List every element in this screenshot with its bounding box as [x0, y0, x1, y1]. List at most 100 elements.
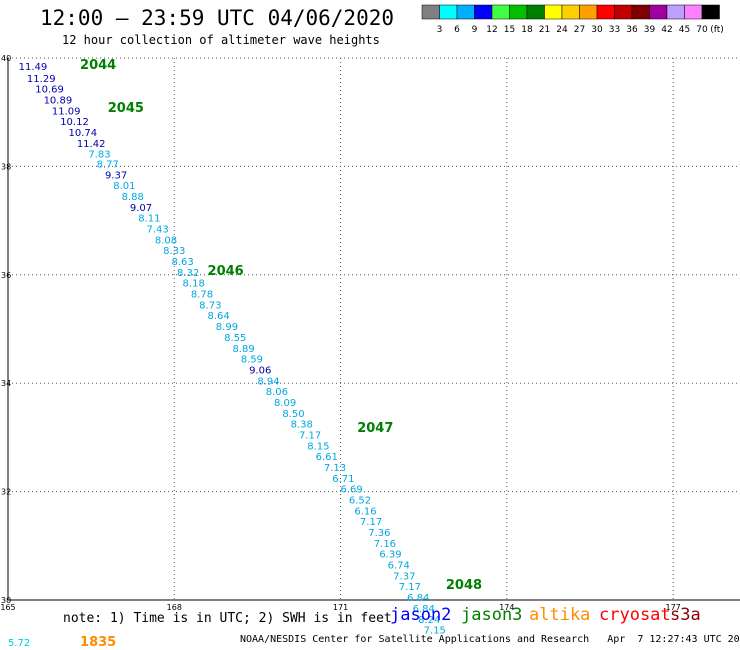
y-tick-label: 40	[1, 54, 11, 63]
scale-label: 39	[644, 25, 656, 35]
scale-label: 70	[696, 25, 708, 35]
wave-height-point: 6.69	[341, 485, 363, 496]
wave-height-point: 6.71	[332, 474, 354, 485]
scale-label: 30	[591, 25, 603, 35]
wave-height-point: 7.37	[393, 571, 415, 582]
chart-subtitle: 12 hour collection of altimeter wave hei…	[62, 33, 380, 47]
y-tick-label: 34	[1, 379, 11, 388]
wave-height-point: 7.17	[360, 517, 382, 528]
satellite-altika: altika	[529, 605, 591, 625]
scale-label: 3	[437, 25, 443, 35]
wave-height-point: 7.36	[368, 528, 390, 539]
pass-time-label: 2044	[80, 58, 116, 73]
satellite-s3a: s3a	[670, 605, 701, 625]
wave-height-point: 7.43	[147, 225, 169, 236]
wave-height-point: 8.38	[291, 420, 313, 431]
scale-label: 33	[609, 25, 620, 35]
wave-height-point: 8.15	[307, 441, 329, 452]
scale-label: 42	[661, 25, 672, 35]
scale-label: 6	[454, 25, 460, 35]
wave-height-point: 8.09	[274, 398, 296, 409]
x-tick-label: 171	[333, 603, 348, 612]
y-tick-label: 36	[1, 271, 11, 280]
scale-label: 36	[626, 25, 638, 35]
scale-label: 9	[472, 25, 478, 35]
note-text: note: 1) Time is in UTC; 2) SWH is in fe…	[63, 611, 392, 626]
wave-height-point: 9.37	[105, 170, 127, 181]
wave-height-point: 8.01	[113, 181, 135, 192]
pass-time-label: 2046	[208, 264, 244, 279]
wave-height-point: 10.89	[44, 96, 73, 107]
wave-height-point: 7.17	[299, 430, 321, 441]
wave-height-point: 8.08	[155, 235, 177, 246]
scale-label: 45	[679, 25, 690, 35]
wave-height-point: 6.84	[413, 604, 435, 615]
wave-height-point: 8.64	[207, 311, 229, 322]
scale-label: 18	[521, 25, 533, 35]
scale-unit: (ft)	[710, 25, 724, 35]
wave-height-point: 8.33	[163, 246, 185, 257]
color-scale-legend: 3 6 9 12 15 18 21 24 27 30 33 36 39 42 45 70 (ft)	[421, 4, 724, 35]
wave-height-point: 8.63	[171, 257, 193, 268]
wave-height-point: 7.16	[374, 539, 396, 550]
wave-height-point: 8.89	[232, 344, 254, 355]
x-tick-label: 177	[666, 603, 681, 612]
wave-height-point: 8.88	[122, 192, 144, 203]
pass-time-label: 2047	[357, 421, 393, 436]
wave-height-point: 8.59	[241, 355, 263, 366]
wave-height-point: 11.29	[27, 74, 56, 85]
scale-label: 12	[486, 25, 497, 35]
wave-height-point: 11.42	[77, 139, 106, 150]
wave-height-point: 8.32	[177, 268, 199, 279]
wave-height-point: 10.12	[60, 117, 89, 128]
wave-height-point: 10.69	[35, 85, 64, 96]
wave-height-point: 6.52	[349, 496, 371, 507]
wave-height-point: 8.99	[216, 322, 238, 333]
y-tick-label: 38	[1, 162, 11, 171]
satellite-jason3: jason3	[461, 605, 523, 625]
scale-label: 27	[574, 25, 585, 35]
scale-label: 21	[539, 25, 550, 35]
x-tick-label: 168	[167, 603, 182, 612]
y-tick-label: 32	[1, 488, 11, 497]
satellite-jason2: jason2	[390, 605, 452, 625]
wave-height-point: 9.07	[130, 203, 152, 214]
credit-text: NOAA/NESDIS Center for Satellite Applica…	[240, 634, 740, 645]
chart-title: 12:00 — 23:59 UTC 04/06/2020	[40, 6, 395, 30]
wave-height-point: 10.74	[69, 128, 98, 139]
wave-height-point: 6.16	[354, 506, 376, 517]
wave-height-point: 11.49	[19, 62, 48, 73]
wave-height-point: 8.77	[97, 159, 119, 170]
wave-height-point: 8.78	[191, 290, 213, 301]
wave-height-point: 6.61	[316, 452, 338, 463]
x-tick-label: 165	[0, 603, 15, 612]
wave-height-point: 9.06	[249, 365, 271, 376]
wave-height-point: 8.55	[224, 333, 246, 344]
wave-height-point: 8.50	[282, 409, 304, 420]
satellite-cryosat: cryosat	[599, 605, 671, 625]
wave-height-point: 8.06	[266, 387, 288, 398]
x-tick-label: 174	[499, 603, 514, 612]
wave-height-point: 6.74	[388, 561, 410, 572]
wave-height-point: 8.73	[199, 300, 221, 311]
pass-time-label: 2045	[108, 101, 144, 116]
wave-height-point: 7.83	[88, 150, 110, 161]
wave-height-point: 8.24	[418, 615, 440, 626]
scale-label: 24	[556, 25, 568, 35]
wave-height-point: 8.94	[257, 376, 279, 387]
pass-time-label: 2048	[446, 578, 482, 593]
scale-swatch	[701, 4, 720, 20]
wave-height-point: 5.72	[8, 638, 30, 649]
wave-height-point: 7.17	[399, 582, 421, 593]
wave-height-point: 7.15	[424, 626, 446, 637]
wave-height-point: 6.84	[407, 593, 429, 604]
wave-height-point: 7.13	[324, 463, 346, 474]
wave-height-point: 11.09	[52, 106, 81, 117]
wave-height-point: 8.11	[138, 214, 160, 225]
y-tick-label: 30	[1, 596, 11, 605]
pass-time-label: 1835	[80, 635, 116, 650]
wave-height-point: 6.39	[379, 550, 401, 561]
scale-label: 15	[504, 25, 515, 35]
wave-height-point: 8.18	[183, 279, 205, 290]
